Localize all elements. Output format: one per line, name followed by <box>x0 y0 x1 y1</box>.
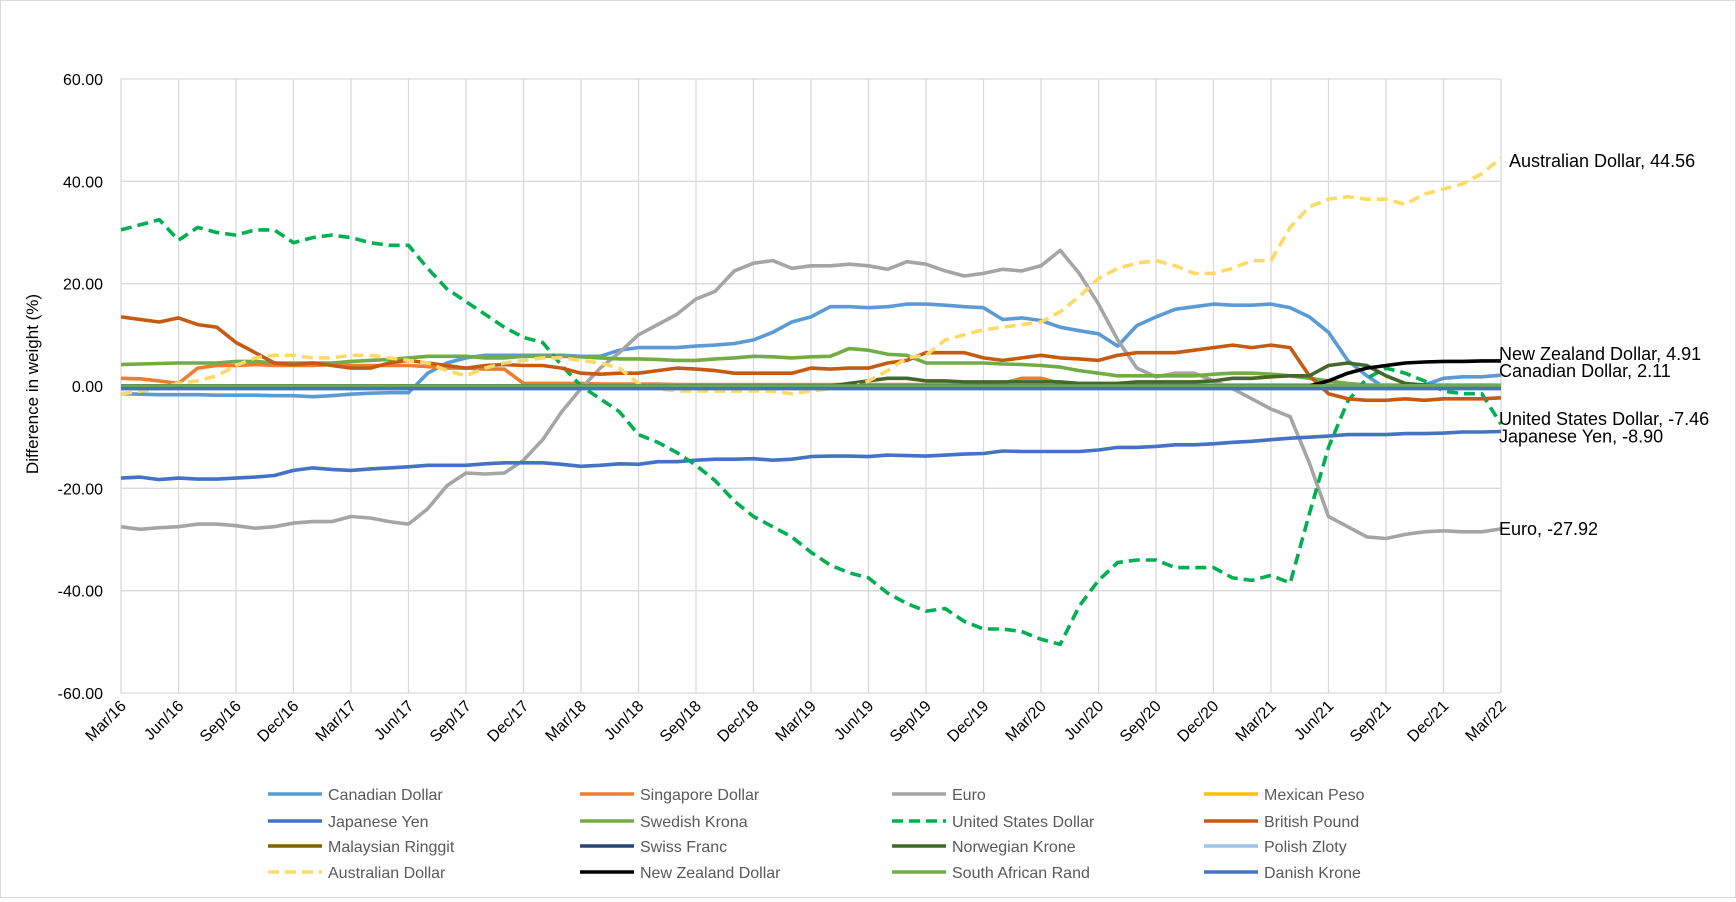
end-label-new-zealand-dollar: New Zealand Dollar, 4.91 <box>1499 344 1701 364</box>
legend-label: South African Rand <box>952 865 1090 882</box>
x-tick-label: Sep/21 <box>1347 698 1395 746</box>
x-axis-ticks: Mar/16 Jun/16 Sep/16 Dec/16 Mar/17 Jun/17 Sep/… <box>83 698 1510 746</box>
series-line-canadian-dollar <box>120 302 1502 399</box>
legend-label: Mexican Peso <box>1264 787 1365 804</box>
legend-label: Danish Krone <box>1264 865 1361 882</box>
legend-label: Malaysian Ringgit <box>328 839 455 856</box>
legend-label: Japanese Yen <box>328 814 429 831</box>
x-tick-label: Sep/17 <box>427 698 475 746</box>
x-tick-label: Jun/16 <box>141 698 187 744</box>
end-label-australian-dollar: Australian Dollar, 44.56 <box>1509 151 1695 171</box>
x-tick-label: Mar/22 <box>1463 698 1510 745</box>
y-tick-label: 0.00 <box>72 379 103 396</box>
y-axis-title: Difference in weight (%) <box>23 294 42 474</box>
legend-label: British Pound <box>1264 814 1359 831</box>
end-label-euro: Euro, -27.92 <box>1499 519 1598 539</box>
x-tick-label: Mar/19 <box>773 698 820 745</box>
end-label-united-states-dollar: United States Dollar, -7.46 <box>1499 409 1709 429</box>
x-tick-label: Jun/19 <box>831 698 877 744</box>
x-tick-label: Jun/20 <box>1061 698 1107 744</box>
legend-label: Norwegian Krone <box>952 839 1076 856</box>
x-tick-label: Mar/18 <box>543 698 590 745</box>
x-tick-label: Mar/21 <box>1233 698 1280 745</box>
legend-label: Polish Zloty <box>1264 839 1347 856</box>
x-tick-label: Jun/21 <box>1291 698 1337 744</box>
legend-label: Australian Dollar <box>328 865 446 882</box>
y-tick-label: -40.00 <box>58 584 103 601</box>
legend-label: Swiss Franc <box>640 839 727 856</box>
series-line-british-pound <box>120 315 1502 403</box>
x-tick-label: Mar/16 <box>83 698 130 745</box>
x-tick-label: Jun/17 <box>371 698 417 744</box>
x-tick-label: Mar/17 <box>313 698 360 745</box>
end-label-japanese-yen: Japanese Yen, -8.90 <box>1499 427 1663 447</box>
x-tick-label: Dec/21 <box>1404 698 1452 746</box>
y-tick-label: 20.00 <box>63 277 103 294</box>
y-tick-label: -60.00 <box>58 686 103 703</box>
series-end-labels: Australian Dollar, 44.56 New Zealand Doll… <box>1499 151 1709 539</box>
y-tick-label: -20.00 <box>58 481 103 498</box>
x-tick-label: Sep/16 <box>197 698 245 746</box>
x-tick-label: Dec/18 <box>714 698 762 746</box>
y-tick-label: 60.00 <box>63 72 103 89</box>
x-tick-label: Sep/19 <box>887 698 935 746</box>
x-tick-label: Sep/18 <box>657 698 705 746</box>
series-line-australian-dollar <box>120 156 1503 396</box>
series-line-japanese-yen <box>120 429 1502 482</box>
series-line-euro <box>120 248 1502 541</box>
y-axis-ticks: 60.00 40.00 20.00 0.00 -20.00 -40.00 -60.00 <box>58 72 103 703</box>
legend-label: Euro <box>952 787 986 804</box>
series-line-united-states-dollar <box>120 217 1503 647</box>
legend-label: Canadian Dollar <box>328 787 443 804</box>
series-lines <box>120 156 1503 647</box>
y-tick-label: 40.00 <box>63 174 103 191</box>
legend-label: Swedish Krona <box>640 814 748 831</box>
x-tick-label: Dec/19 <box>944 698 992 746</box>
x-tick-label: Dec/16 <box>254 698 302 746</box>
x-tick-label: Mar/20 <box>1003 698 1050 745</box>
legend: Canadian Dollar Singapore Dollar Euro Mexic… <box>268 787 1365 882</box>
legend-label: United States Dollar <box>952 814 1095 831</box>
end-label-canadian-dollar: Canadian Dollar, 2.11 <box>1499 361 1671 381</box>
x-tick-label: Dec/20 <box>1174 698 1222 746</box>
x-tick-label: Jun/18 <box>601 698 647 744</box>
x-tick-label: Sep/20 <box>1117 698 1165 746</box>
legend-label: New Zealand Dollar <box>640 865 781 882</box>
x-tick-label: Dec/17 <box>484 698 532 746</box>
series-line-swedish-krona <box>120 346 1501 388</box>
legend-label: Singapore Dollar <box>640 787 760 804</box>
